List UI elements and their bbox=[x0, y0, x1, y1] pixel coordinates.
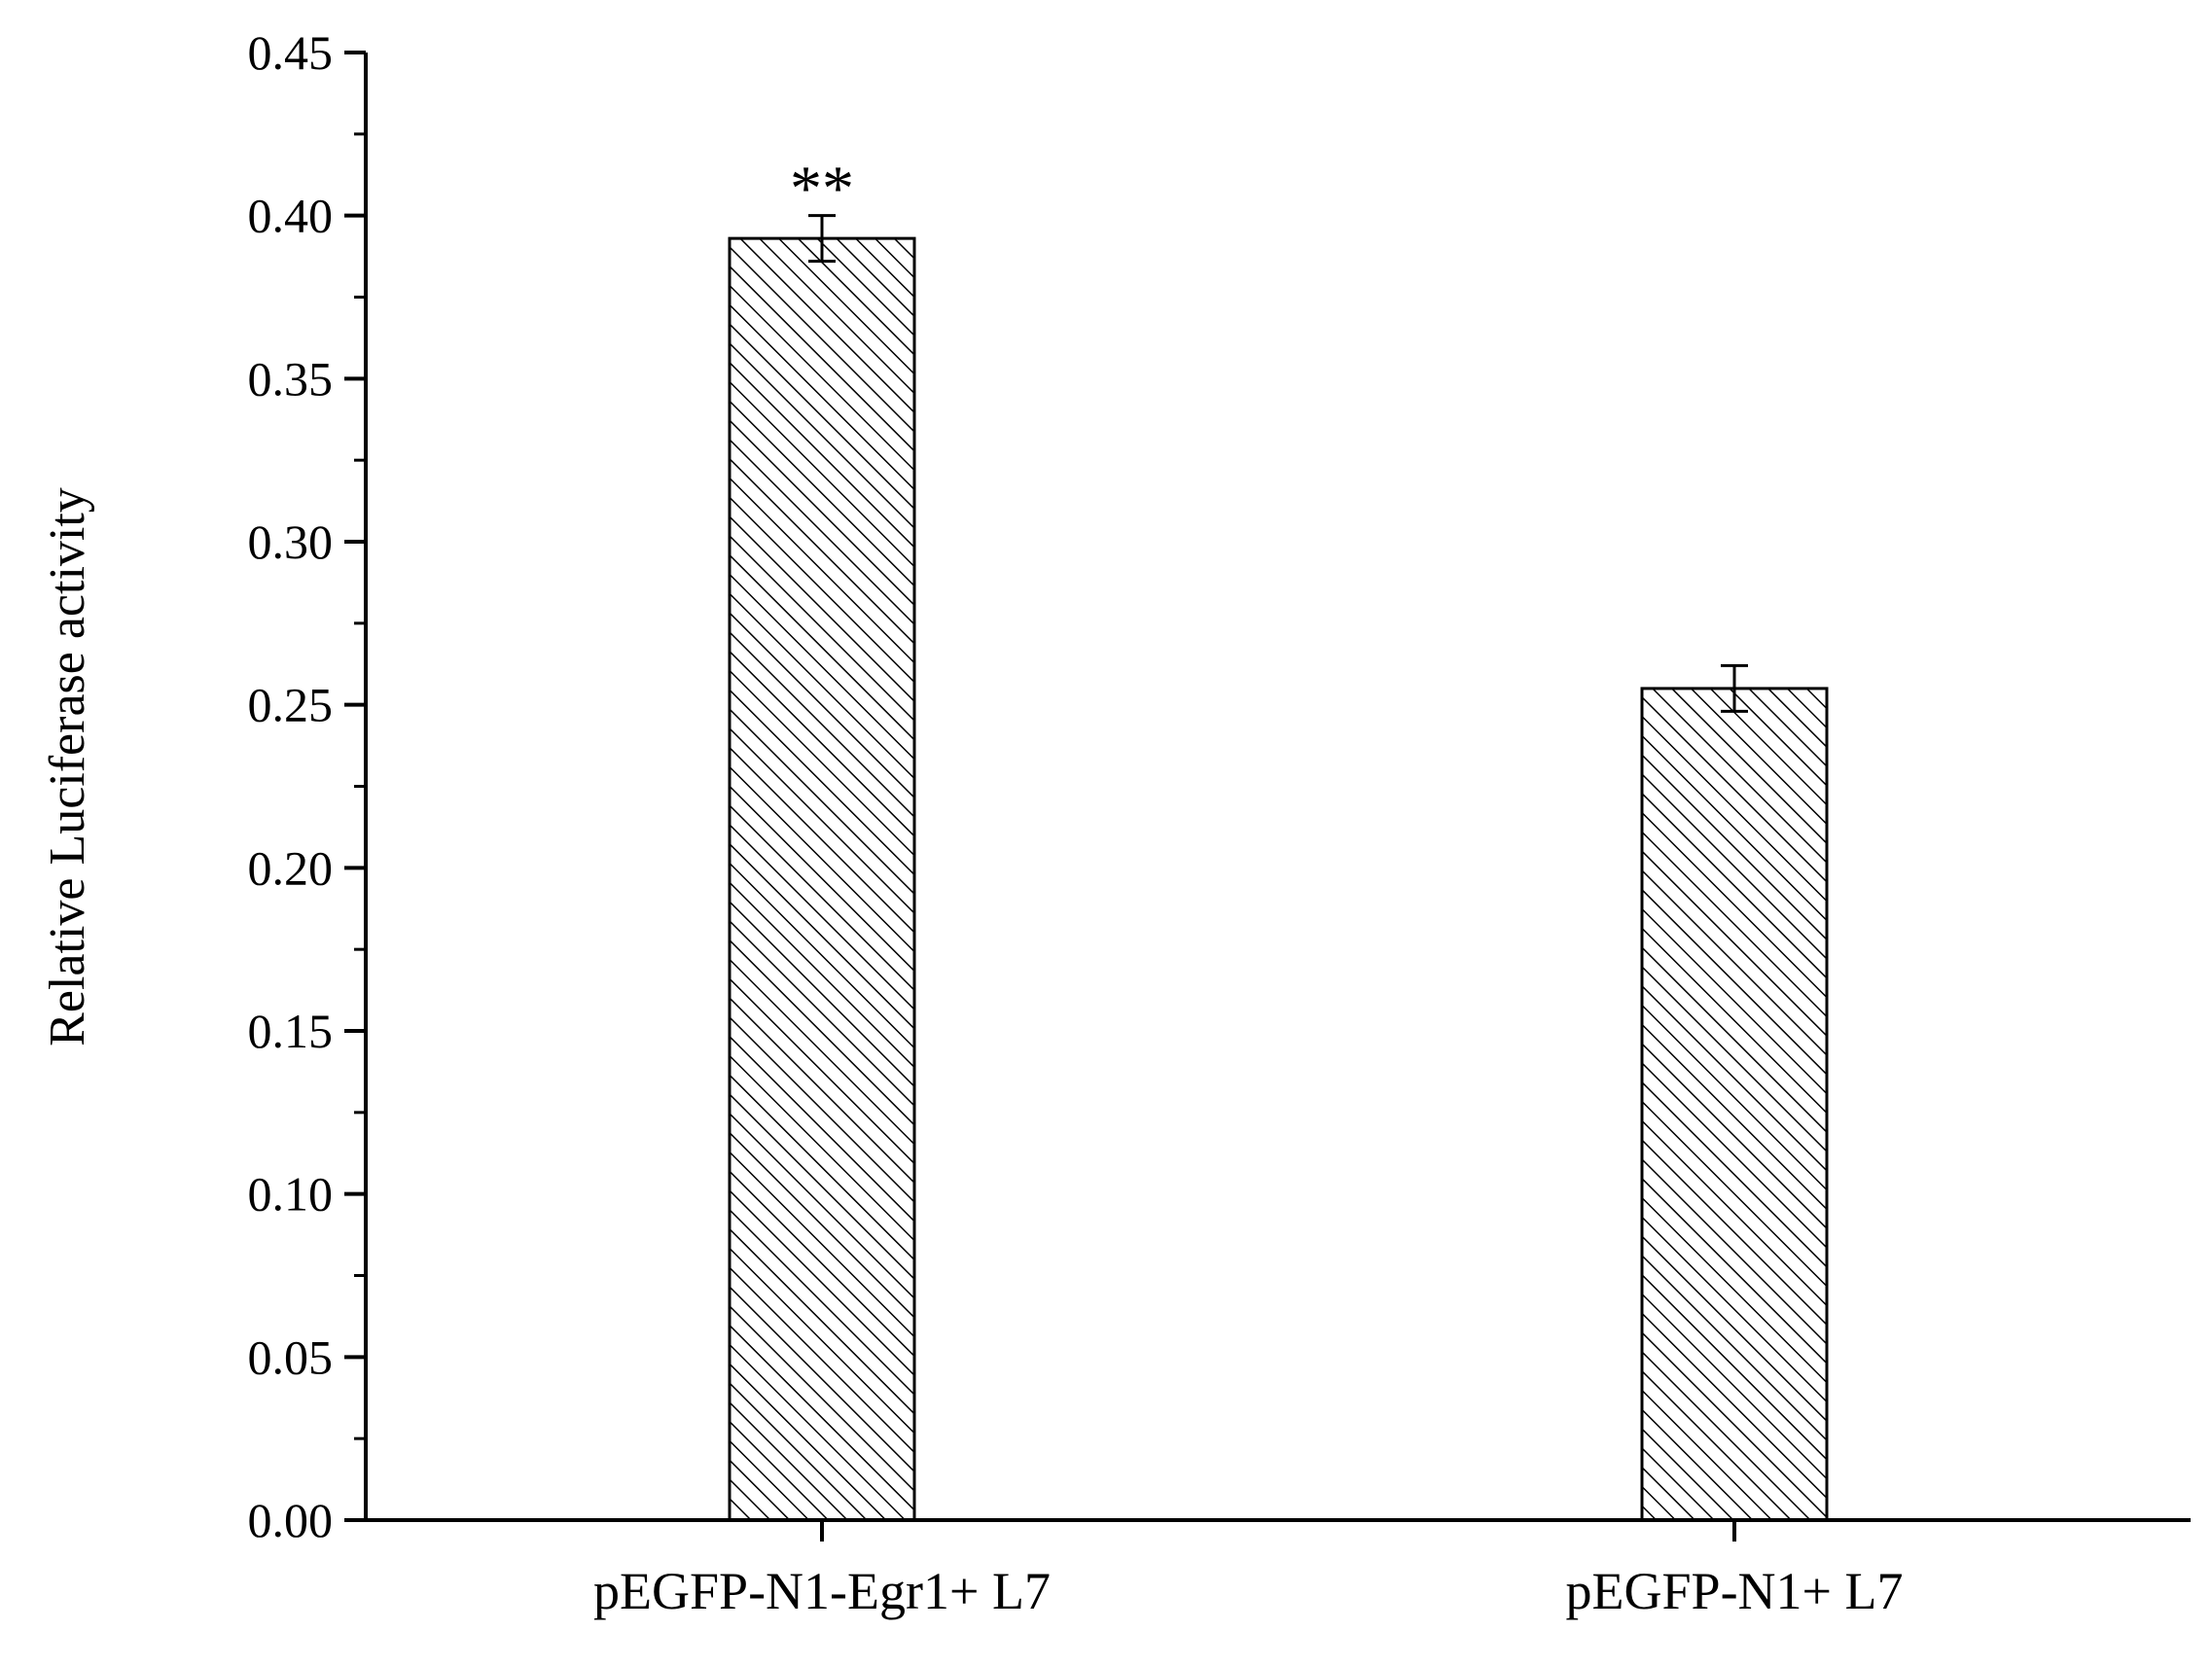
y-tick-label: 0.25 bbox=[248, 678, 334, 732]
significance-label: ** bbox=[790, 154, 854, 225]
bar bbox=[728, 236, 916, 1522]
annotations-layer: ** bbox=[790, 154, 854, 225]
y-tick-label: 0.10 bbox=[248, 1167, 334, 1222]
y-tick-label: 0.05 bbox=[248, 1329, 334, 1384]
y-tick-label: 0.35 bbox=[248, 351, 334, 406]
y-axis-title: Relative Luciferase activity bbox=[40, 487, 95, 1046]
y-tick-label: 0.45 bbox=[248, 25, 334, 80]
plot-area: ** 0.000.050.100.150.200.250.300.350.400… bbox=[248, 25, 2191, 1620]
error-bars-layer bbox=[808, 214, 1748, 713]
error-bar bbox=[808, 214, 836, 264]
y-tick-label: 0.15 bbox=[248, 1004, 334, 1058]
y-tick-label: 0.40 bbox=[248, 189, 334, 243]
y-tick-label: 0.20 bbox=[248, 840, 334, 895]
y-axis-ticks: 0.00 0.05 0.10 0.15 0.20 0.25 0.30 0.35 0.40 0.45 bbox=[248, 25, 366, 1547]
error-bar bbox=[1721, 663, 1748, 713]
bar bbox=[1640, 687, 1829, 1522]
y-tick-label: 0.00 bbox=[248, 1493, 334, 1547]
y-tick-label: 0.30 bbox=[248, 514, 334, 569]
x-axis-ticks: pEGFP-N1-Egr1+ L7 pEGFP-N1+ L7 bbox=[593, 1520, 1903, 1620]
x-tick-label: pEGFP-N1-Egr1+ L7 bbox=[593, 1562, 1051, 1620]
x-tick-label: pEGFP-N1+ L7 bbox=[1566, 1562, 1904, 1620]
bars-layer bbox=[728, 236, 1829, 1522]
